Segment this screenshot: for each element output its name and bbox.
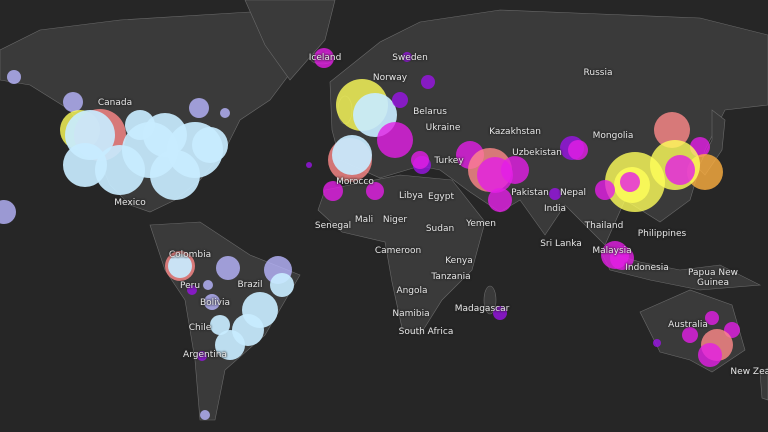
data-bubble[interactable] bbox=[187, 285, 197, 295]
data-bubble[interactable] bbox=[654, 112, 690, 148]
data-bubble[interactable] bbox=[653, 339, 661, 347]
data-bubble[interactable] bbox=[610, 246, 634, 270]
data-bubble[interactable] bbox=[682, 327, 698, 343]
data-bubble[interactable] bbox=[192, 127, 228, 163]
data-bubble[interactable] bbox=[7, 70, 21, 84]
africa bbox=[317, 174, 486, 336]
data-bubble[interactable] bbox=[501, 156, 529, 184]
data-bubble[interactable] bbox=[314, 48, 334, 68]
data-bubble[interactable] bbox=[411, 151, 429, 169]
data-bubble[interactable] bbox=[215, 330, 245, 360]
data-bubble[interactable] bbox=[549, 188, 561, 200]
data-bubble[interactable] bbox=[665, 155, 695, 185]
data-bubble[interactable] bbox=[203, 280, 213, 290]
data-bubble[interactable] bbox=[488, 188, 512, 212]
data-bubble[interactable] bbox=[63, 92, 83, 112]
data-bubble[interactable] bbox=[323, 181, 343, 201]
madagascar bbox=[483, 285, 497, 315]
data-bubble[interactable] bbox=[366, 182, 384, 200]
data-bubble[interactable] bbox=[377, 122, 413, 158]
data-bubble[interactable] bbox=[125, 110, 155, 140]
data-bubble[interactable] bbox=[392, 92, 408, 108]
data-bubble[interactable] bbox=[705, 311, 719, 325]
indonesia bbox=[599, 249, 762, 291]
land-layer bbox=[0, 0, 768, 421]
data-bubble[interactable] bbox=[200, 410, 210, 420]
north-america bbox=[0, 11, 301, 213]
data-bubble[interactable] bbox=[220, 108, 230, 118]
data-bubble[interactable] bbox=[306, 162, 312, 168]
data-bubble[interactable] bbox=[421, 75, 435, 89]
data-bubble[interactable] bbox=[402, 52, 412, 62]
data-bubble[interactable] bbox=[568, 140, 588, 160]
data-bubble[interactable] bbox=[270, 273, 294, 297]
data-bubble[interactable] bbox=[595, 180, 615, 200]
data-bubble[interactable] bbox=[698, 343, 722, 367]
greenland bbox=[244, 0, 336, 81]
data-bubble[interactable] bbox=[204, 294, 220, 310]
data-bubble[interactable] bbox=[197, 351, 207, 361]
bubble-layer bbox=[0, 48, 740, 420]
data-bubble[interactable] bbox=[332, 135, 372, 175]
data-bubble[interactable] bbox=[620, 172, 640, 192]
data-bubble[interactable] bbox=[216, 256, 240, 280]
data-bubble[interactable] bbox=[189, 98, 209, 118]
data-bubble[interactable] bbox=[0, 200, 16, 224]
data-bubble[interactable] bbox=[493, 306, 507, 320]
new-zealand bbox=[759, 367, 768, 401]
data-bubble[interactable] bbox=[168, 254, 192, 278]
data-bubble[interactable] bbox=[210, 315, 230, 335]
